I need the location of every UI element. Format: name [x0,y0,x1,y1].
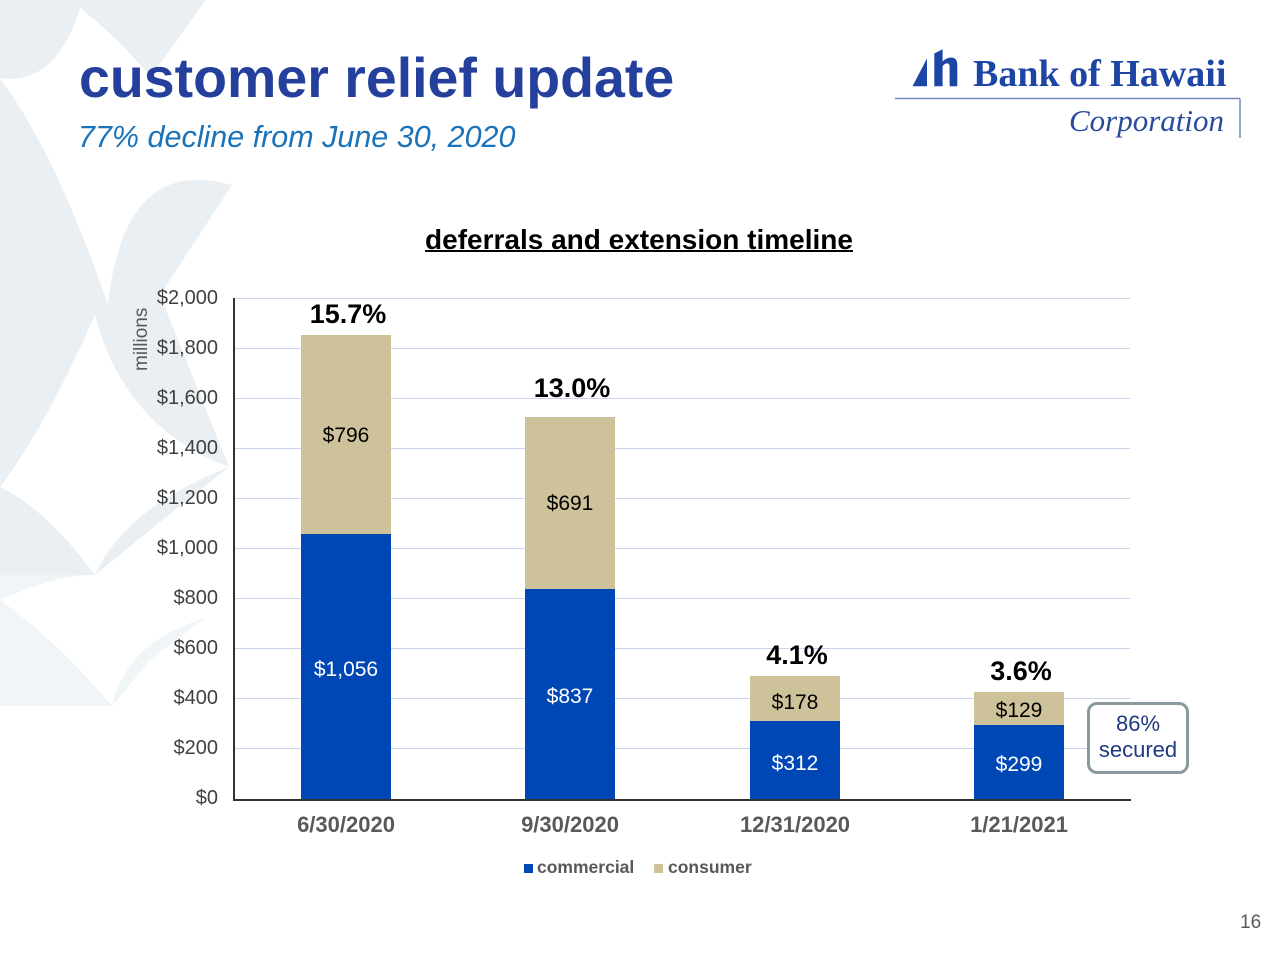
svg-text:Bank of Hawaii: Bank of Hawaii [973,53,1226,95]
svg-text:Corporation: Corporation [1069,103,1224,138]
